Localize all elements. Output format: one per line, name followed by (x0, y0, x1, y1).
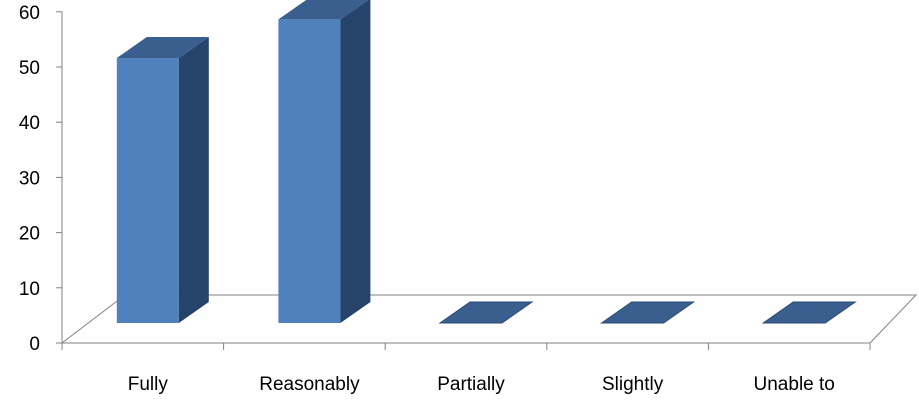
bar-side (178, 37, 209, 323)
y-tick-label: 20 (19, 224, 40, 245)
x-category-label: Fully (128, 374, 169, 395)
bar (438, 301, 534, 324)
bar-top (116, 37, 209, 59)
x-category-label: Slightly (602, 374, 664, 395)
bar (116, 37, 209, 323)
bar-top (278, 0, 369, 20)
bar-top (438, 301, 534, 324)
x-category-label: Partially (437, 374, 505, 395)
bar-front (116, 58, 179, 323)
y-tick-label: 60 (19, 3, 40, 24)
bars (116, 0, 857, 324)
x-category-label: Reasonably (259, 374, 360, 395)
y-tick-label: 40 (19, 113, 40, 134)
y-tick-label: 0 (29, 334, 40, 355)
x-category-label: Unable to (754, 374, 835, 395)
bar (600, 301, 696, 324)
y-tick-label: 10 (19, 279, 40, 300)
bar-side (340, 0, 371, 323)
y-tick-label: 30 (19, 168, 40, 189)
bar (278, 0, 371, 324)
y-tick-label: 50 (19, 58, 40, 79)
bar-top (600, 301, 696, 324)
bar (761, 301, 857, 324)
x-axis-labels: Fully Reasonably Partially Slightly Unable t… (128, 374, 835, 395)
y-axis-ticks: 0 10 20 30 40 50 60 (19, 3, 62, 355)
bar-top (761, 301, 857, 324)
bar-front (278, 19, 341, 324)
